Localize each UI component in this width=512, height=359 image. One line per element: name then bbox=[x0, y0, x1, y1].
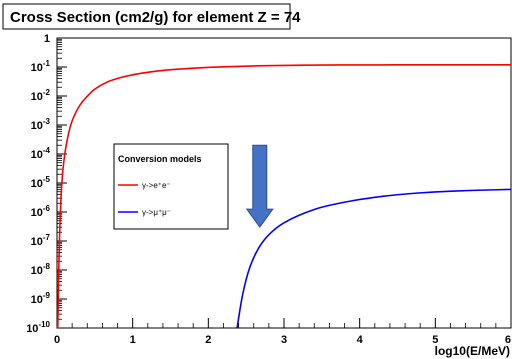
y-tick-base: 10 bbox=[31, 294, 43, 306]
y-tick-exponent: -8 bbox=[43, 262, 51, 271]
y-axis-ticks bbox=[57, 37, 67, 329]
y-tick-exponent: -9 bbox=[43, 291, 51, 300]
y-tick-exponent: -10 bbox=[38, 320, 50, 329]
y-tick-label: 10-7 bbox=[31, 233, 51, 248]
x-tick-label: 0 bbox=[54, 334, 60, 346]
chart-title: Cross Section (cm2/g) for element Z = 74 bbox=[10, 9, 301, 26]
y-tick-base: 10 bbox=[31, 207, 43, 219]
y-tick-label: 10-5 bbox=[31, 175, 51, 190]
y-tick-label: 10-6 bbox=[31, 204, 51, 219]
y-tick-base: 10 bbox=[31, 91, 43, 103]
y-tick-exponent: -6 bbox=[43, 204, 51, 213]
y-tick-label: 10-3 bbox=[31, 117, 51, 132]
x-tick-label: 4 bbox=[357, 334, 364, 346]
legend-label-muon-pair: γ->μ⁺μ⁻ bbox=[142, 208, 171, 217]
y-tick-exponent: -1 bbox=[43, 59, 51, 68]
y-tick-exponent: -5 bbox=[43, 175, 51, 184]
x-tick-label: 5 bbox=[432, 334, 438, 346]
y-axis-tick-labels: 110-110-210-310-410-510-610-710-810-910-… bbox=[26, 33, 50, 335]
y-tick-base: 10 bbox=[26, 323, 38, 335]
y-tick-base: 10 bbox=[31, 178, 43, 190]
y-tick-exponent: -3 bbox=[43, 117, 51, 126]
series-muon-pair-line bbox=[236, 188, 512, 329]
down-arrow-annotation bbox=[245, 144, 274, 229]
series-pair-production-line bbox=[56, 64, 511, 329]
y-tick-exponent: -2 bbox=[43, 88, 51, 97]
title-frame bbox=[2, 3, 291, 30]
y-tick-base: 10 bbox=[31, 236, 43, 248]
x-axis-ticks bbox=[56, 318, 512, 328]
y-tick-exponent: -4 bbox=[43, 146, 51, 155]
x-axis-label: log10(E/MeV) bbox=[435, 344, 510, 358]
y-tick-label: 1 bbox=[44, 33, 50, 45]
y-tick-exponent: -7 bbox=[43, 233, 51, 242]
legend-frame bbox=[113, 143, 229, 230]
y-tick-label: 10-2 bbox=[31, 88, 51, 103]
y-tick-base: 10 bbox=[31, 62, 43, 74]
y-tick-label: 10-4 bbox=[31, 146, 51, 161]
x-tick-label: 6 bbox=[505, 334, 511, 346]
y-tick-label: 10-9 bbox=[31, 291, 51, 306]
title-box: Cross Section (cm2/g) for element Z = 74 bbox=[2, 3, 301, 30]
x-tick-label: 3 bbox=[281, 334, 287, 346]
legend: Conversion models γ->e⁺e⁻ γ->μ⁺μ⁻ bbox=[113, 143, 229, 230]
legend-title: Conversion models bbox=[118, 154, 202, 164]
y-tick-label: 10-10 bbox=[26, 320, 50, 335]
y-tick-base: 10 bbox=[31, 265, 43, 277]
x-axis-tick-labels: 0 1 2 3 4 5 6 bbox=[54, 334, 511, 346]
series-layer bbox=[56, 64, 512, 329]
y-tick-label: 10-8 bbox=[31, 262, 51, 277]
legend-label-pair-production: γ->e⁺e⁻ bbox=[142, 181, 171, 190]
x-tick-label: 1 bbox=[130, 334, 136, 346]
y-tick-base: 10 bbox=[31, 120, 43, 132]
y-tick-label: 10-1 bbox=[31, 59, 51, 74]
x-tick-label: 2 bbox=[205, 334, 211, 346]
y-tick-base: 10 bbox=[31, 149, 43, 161]
